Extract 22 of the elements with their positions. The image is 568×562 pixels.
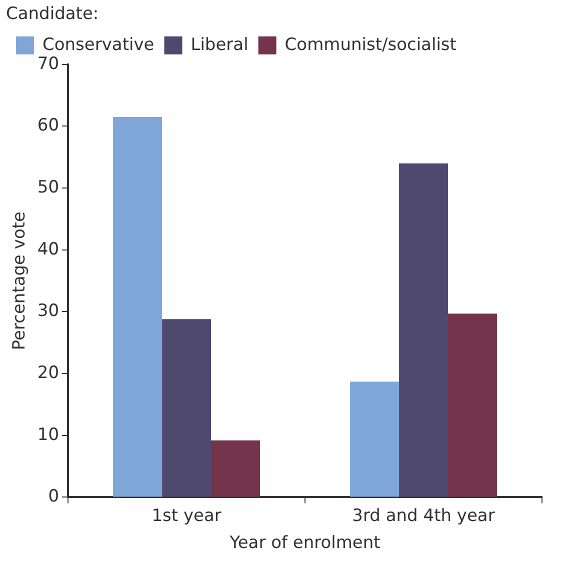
bar bbox=[448, 314, 497, 497]
y-tick-label: 40 bbox=[37, 239, 60, 260]
y-tick-label: 20 bbox=[37, 362, 60, 383]
y-tick-label: 30 bbox=[37, 301, 60, 322]
bar bbox=[211, 440, 260, 497]
x-tick-label: 3rd and 4th year bbox=[352, 506, 495, 526]
x-tick-label: 1st year bbox=[152, 506, 222, 526]
y-tick-label: 0 bbox=[48, 486, 60, 507]
y-tick-label: 50 bbox=[37, 177, 60, 198]
legend-title: Candidate: bbox=[6, 4, 99, 24]
legend-label: Conservative bbox=[42, 34, 154, 55]
legend-label: Liberal bbox=[190, 34, 248, 55]
y-tick-label: 70 bbox=[37, 54, 60, 74]
y-axis-title: Percentage vote bbox=[10, 211, 30, 350]
bar bbox=[162, 319, 212, 497]
y-tick-label: 10 bbox=[37, 424, 60, 445]
bar bbox=[350, 382, 400, 497]
legend-label: Communist/socialist bbox=[284, 34, 457, 55]
bar bbox=[113, 116, 162, 497]
x-axis-title: Year of enrolment bbox=[228, 533, 381, 554]
bar bbox=[399, 163, 448, 497]
y-tick-label: 60 bbox=[37, 116, 60, 136]
